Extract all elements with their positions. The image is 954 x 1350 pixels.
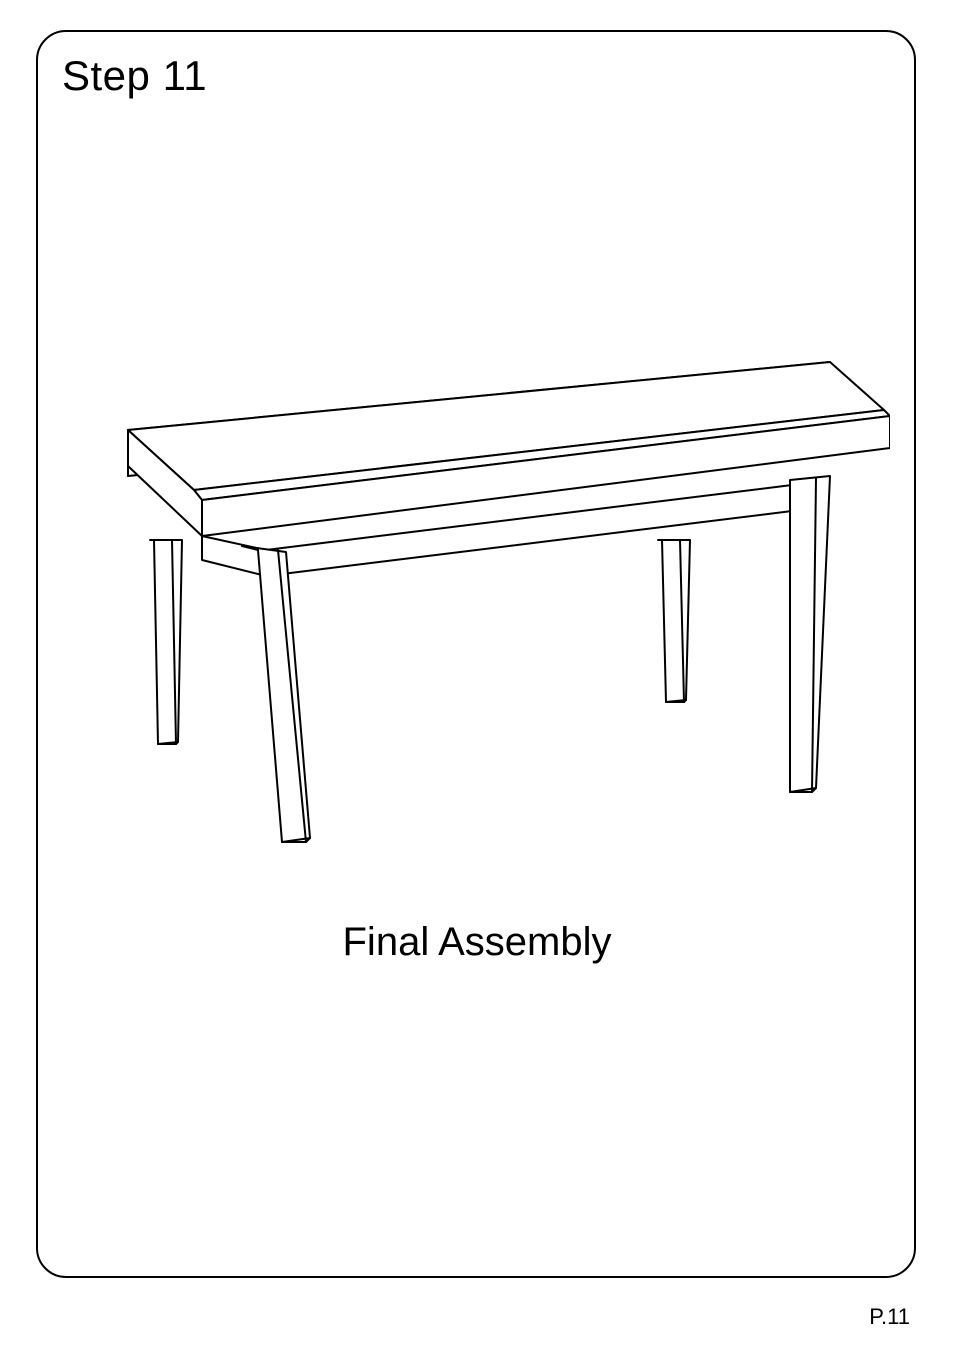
step-title: Step 11	[62, 52, 207, 100]
page: Step 11	[0, 0, 954, 1350]
page-number: P.11	[869, 1304, 910, 1330]
caption-final-assembly: Final Assembly	[0, 920, 954, 965]
table-diagram	[90, 360, 890, 880]
